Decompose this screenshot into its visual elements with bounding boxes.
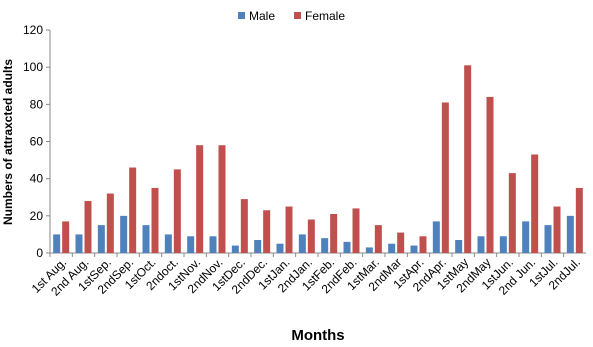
bar-male [75,234,83,253]
bar-female [285,206,293,253]
legend-swatch-female [294,12,301,19]
bar-female [419,236,427,253]
legend-swatch-male [238,12,245,19]
y-tick-label: 40 [30,172,44,186]
bar-female [151,187,159,253]
legend-label-male: Male [249,9,275,23]
bar-male [343,241,351,253]
bar-male [120,215,128,253]
bar-female [352,208,360,253]
bar-male [254,239,262,253]
bar-male [365,247,373,253]
bars [53,65,583,254]
bar-male [522,221,530,253]
bar-male [97,225,105,253]
bar-female [307,219,315,253]
bar-female [240,199,248,253]
bar-female [129,167,137,253]
bar-female [464,65,472,253]
bar-female [196,145,204,253]
bar-male [298,234,306,253]
bar-female [397,232,405,253]
bar-male [231,245,239,253]
bar-female [374,225,382,253]
bar-female [508,173,516,253]
bar-female [106,193,114,253]
bar-female [62,221,70,253]
bar-male [187,236,195,253]
bar-female [263,210,271,253]
y-tick-label: 80 [30,97,44,111]
x-ticks: 1st Aug.2nd Aug.1stSep.2ndSep.1stOct.2nd… [29,253,583,299]
y-tick-label: 20 [30,209,44,223]
bar-male [455,239,463,253]
bar-male [388,243,396,253]
bar-female [330,213,338,253]
legend-label-female: Female [305,9,345,23]
bar-female [173,169,181,253]
bar-female [486,96,494,254]
bar-male [321,238,329,253]
bar-male [53,234,61,253]
y-tick-label: 100 [23,60,43,74]
bar-female [84,200,92,253]
bar-female [553,206,561,253]
x-axis-label: Months [291,327,344,344]
bar-male [209,236,217,253]
y-tick-label: 120 [23,23,43,37]
bar-male [410,245,418,253]
bar-female [531,154,539,253]
y-ticks: 0 20 40 60 80 100 120 [23,23,50,260]
bar-male [276,243,284,253]
y-tick-label: 0 [36,246,43,260]
y-axis-label: Numbers of attraxcted adults [1,59,15,225]
bar-male [477,236,485,253]
bar-male [164,234,172,253]
bar-male [566,215,574,253]
bar-male [142,225,150,253]
y-tick-label: 60 [30,135,44,149]
bar-male [544,225,552,253]
bar-female [218,145,226,253]
bar-female [441,102,449,253]
legend: Male Female [238,9,345,23]
bar-male [432,221,440,253]
bar-female [575,187,583,253]
bar-male [499,236,507,253]
